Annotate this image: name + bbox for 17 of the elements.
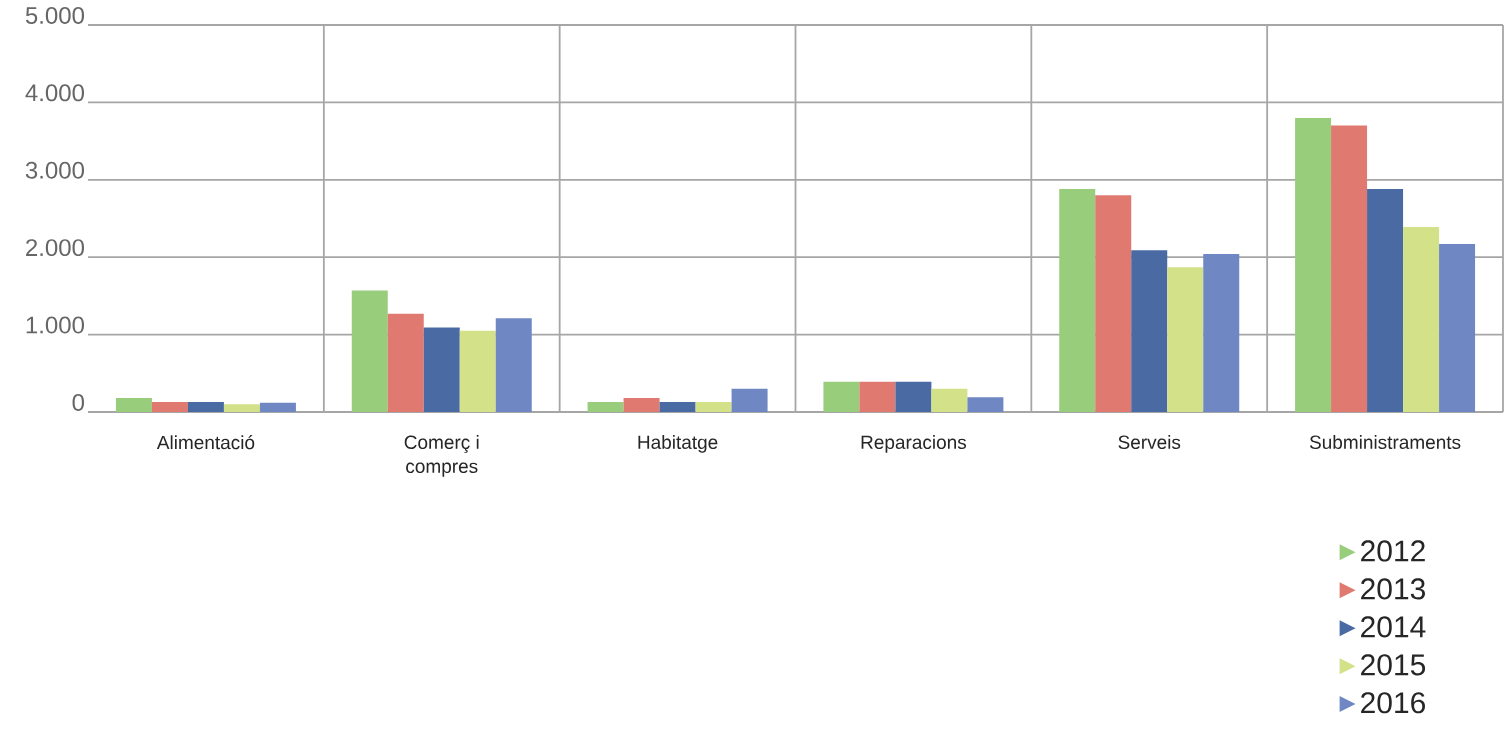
- x-tick-label: Subministraments: [1309, 435, 1461, 450]
- x-tick-label: Serveis: [1118, 435, 1181, 450]
- y-tick-label: 5.000: [25, 6, 85, 24]
- legend-label: 2012: [1361, 540, 1425, 562]
- y-tick-label: 1.000: [26, 316, 85, 334]
- legend-label: 2015: [1361, 654, 1426, 676]
- y-tick-label: 2.000: [26, 239, 85, 257]
- x-tick-label: Habitatge: [638, 435, 718, 453]
- legend-label: 2016: [1361, 692, 1425, 714]
- legend-label: 2013: [1361, 578, 1425, 600]
- y-tick-label: 4.000: [25, 84, 85, 102]
- x-tick-label: Comerç i compres: [404, 435, 479, 477]
- y-tick-label: 0: [72, 393, 85, 411]
- x-tick-label: Alimentació: [156, 435, 255, 450]
- x-tick-label: Reparacions: [861, 435, 967, 453]
- y-tick-label: 3.000: [25, 161, 85, 179]
- legend-label: 2014: [1361, 616, 1426, 638]
